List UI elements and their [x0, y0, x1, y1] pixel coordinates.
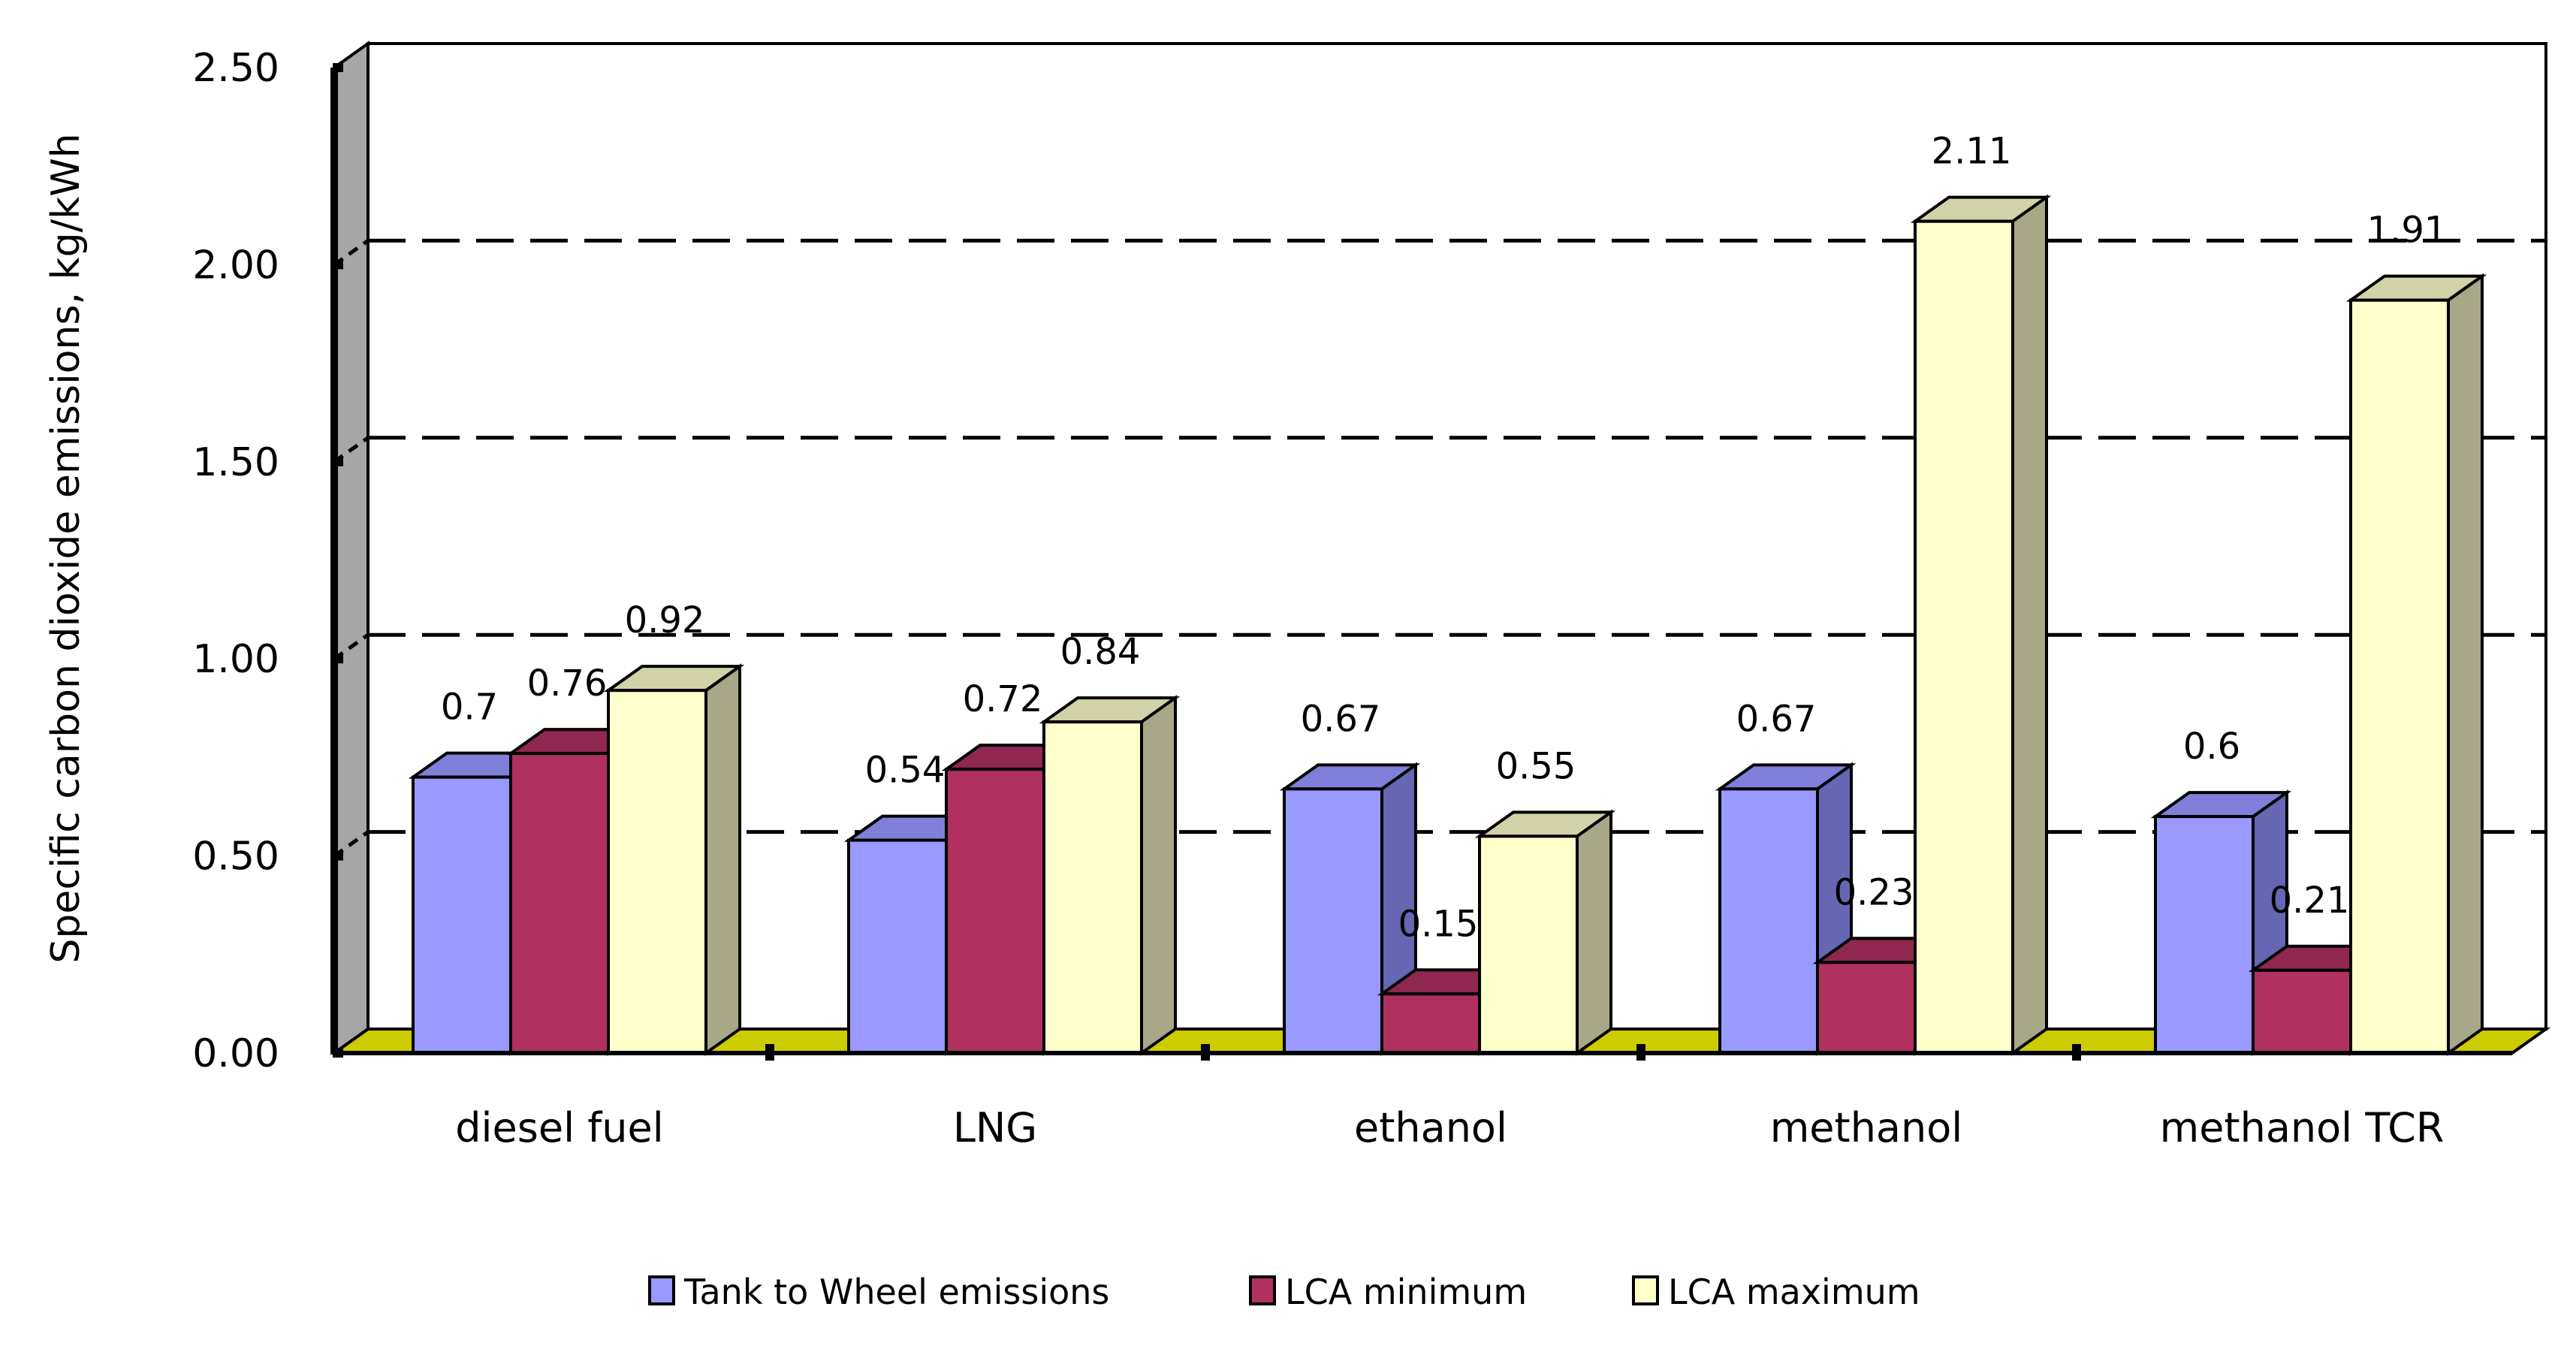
data-label: 0.7	[441, 687, 498, 729]
bar	[412, 775, 512, 1055]
data-label: 0.21	[2270, 880, 2350, 922]
bar	[1816, 961, 1917, 1055]
data-label: 0.72	[963, 678, 1043, 720]
legend-swatch	[1632, 1275, 1659, 1305]
y-tick-label: 1.50	[192, 440, 279, 485]
chart-side-wall	[333, 41, 370, 1056]
bar	[509, 752, 610, 1055]
data-label: 0.76	[527, 662, 608, 705]
category-label: LNG	[953, 1104, 1037, 1151]
bar	[1718, 787, 1819, 1055]
category-label: methanol TCR	[2160, 1104, 2445, 1151]
bar	[945, 768, 1045, 1055]
data-label: 0.92	[625, 599, 705, 641]
legend: Tank to Wheel emissions LCA minimum LCA ma…	[648, 1272, 1920, 1312]
y-axis-ticks: 0.00 0.50 1.00 1.50 2.00 2.50	[192, 46, 343, 1076]
y-tick-label: 2.00	[192, 243, 279, 288]
y-tick-label: 0.50	[192, 834, 279, 880]
x-axis-categories: diesel fuel LNG ethanol methanol methanol TC…	[455, 1044, 2444, 1151]
bar	[1283, 787, 1383, 1055]
bar-side	[1140, 695, 1177, 1056]
legend-label: LCA minimum	[1285, 1272, 1527, 1312]
bar-side	[2447, 273, 2484, 1056]
legend-label: Tank to Wheel emissions	[683, 1272, 1109, 1312]
data-label: 0.6	[2183, 726, 2240, 768]
y-tick-label: 0.00	[192, 1031, 279, 1076]
legend-label: LCA maximum	[1668, 1272, 1920, 1312]
bar-side	[2011, 194, 2048, 1056]
bars	[408, 194, 2487, 1056]
category-label: diesel fuel	[455, 1104, 664, 1151]
bar	[1380, 992, 1481, 1055]
bar	[2349, 298, 2450, 1055]
legend-swatch	[648, 1275, 675, 1305]
category-label: methanol	[1770, 1104, 1963, 1151]
data-label: 2.11	[1932, 131, 2012, 173]
bar	[1042, 720, 1143, 1055]
bar	[1914, 219, 2014, 1055]
data-label: 0.15	[1398, 903, 1479, 945]
bar	[847, 838, 948, 1055]
y-tick-label: 2.50	[192, 46, 279, 91]
y-tick-label: 1.00	[192, 637, 279, 682]
data-label: 0.67	[1736, 698, 1817, 740]
bar	[1478, 834, 1579, 1055]
data-label: 0.55	[1496, 745, 1576, 787]
data-label: 1.91	[2367, 210, 2448, 252]
bar-side	[704, 663, 741, 1056]
data-label: 0.54	[865, 750, 946, 792]
bar	[2252, 968, 2352, 1055]
data-label: 0.23	[1834, 871, 1914, 913]
legend-swatch	[1249, 1275, 1276, 1305]
bar	[2154, 815, 2255, 1055]
y-axis-label: Specific carbon dioxide emissions, kg/kW…	[44, 133, 89, 963]
category-label: ethanol	[1354, 1104, 1507, 1151]
bar	[607, 689, 707, 1055]
data-label: 0.84	[1060, 631, 1141, 673]
data-label: 0.67	[1301, 698, 1381, 740]
data-labels: 0.7 0.76 0.92 0.54 0.72 0.84 0.67 0.15 0.55 0.67 0…	[441, 131, 2448, 946]
bar-side	[1576, 809, 1612, 1056]
